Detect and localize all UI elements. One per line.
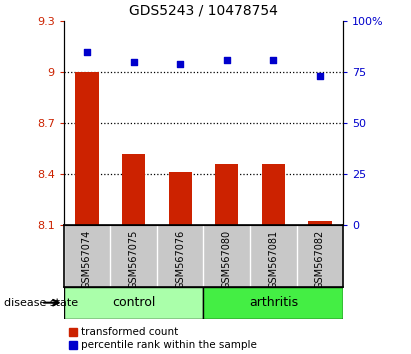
Text: GSM567082: GSM567082 bbox=[315, 230, 325, 289]
Text: control: control bbox=[112, 296, 155, 309]
Point bbox=[177, 61, 183, 67]
Bar bbox=[308, 221, 332, 225]
Bar bbox=[64, 287, 203, 319]
Point bbox=[130, 59, 137, 65]
Point bbox=[270, 57, 277, 63]
Text: GSM567075: GSM567075 bbox=[129, 230, 139, 289]
Bar bbox=[203, 287, 343, 319]
Text: GSM567076: GSM567076 bbox=[175, 230, 185, 289]
Point bbox=[224, 57, 230, 63]
Bar bbox=[122, 154, 145, 225]
Text: GSM567080: GSM567080 bbox=[222, 230, 232, 289]
Text: arthritis: arthritis bbox=[249, 296, 298, 309]
Point bbox=[84, 49, 90, 55]
Legend: transformed count, percentile rank within the sample: transformed count, percentile rank withi… bbox=[69, 327, 257, 350]
Bar bbox=[75, 72, 99, 225]
Text: GSM567074: GSM567074 bbox=[82, 230, 92, 289]
Point bbox=[316, 73, 323, 79]
Text: GSM567081: GSM567081 bbox=[268, 230, 278, 289]
Title: GDS5243 / 10478754: GDS5243 / 10478754 bbox=[129, 3, 278, 17]
Text: disease state: disease state bbox=[4, 298, 78, 308]
Bar bbox=[215, 164, 238, 225]
Bar bbox=[262, 164, 285, 225]
Bar bbox=[169, 172, 192, 225]
